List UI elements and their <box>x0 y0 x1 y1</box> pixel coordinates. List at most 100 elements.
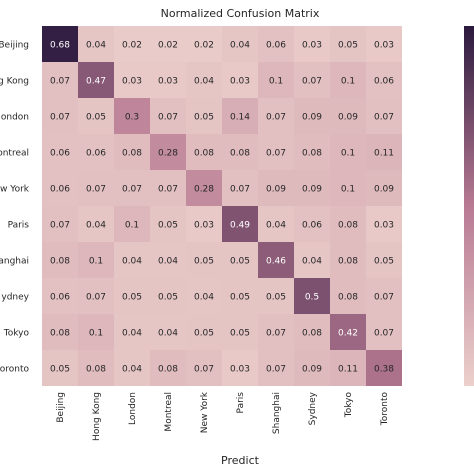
y-tick-label: ew York <box>0 185 30 195</box>
y-tick-label: Paris <box>8 221 30 231</box>
x-tick-label: Shanghai <box>272 392 282 434</box>
heatmap-cell <box>222 242 258 278</box>
x-tick-label: New York <box>200 391 210 433</box>
heatmap-cell-label: 0.1 <box>341 185 355 195</box>
heatmap-cell-label: 0.04 <box>86 41 106 51</box>
heatmap-cell <box>42 314 78 350</box>
heatmap-cell <box>186 206 222 242</box>
heatmap-cell-label: 0.06 <box>266 41 286 51</box>
heatmap-cell <box>222 314 258 350</box>
heatmap-cell <box>186 62 222 98</box>
heatmap-cell <box>42 170 78 206</box>
heatmap-cell-label: 0.04 <box>194 293 214 303</box>
heatmap-cell <box>78 170 114 206</box>
heatmap-cell-label: 0.06 <box>50 149 70 159</box>
x-tick-label: Paris <box>236 392 246 414</box>
heatmap-cell <box>150 242 186 278</box>
x-tick-label: London <box>128 392 138 425</box>
heatmap-cell-label: 0.08 <box>230 149 250 159</box>
x-tick-label: Toronto <box>380 392 390 427</box>
heatmap-cell <box>186 170 222 206</box>
heatmap-cell-label: 0.07 <box>266 365 286 375</box>
y-tick-label: oronto <box>0 365 29 375</box>
heatmap-cell <box>222 134 258 170</box>
heatmap-cell <box>330 206 366 242</box>
heatmap-cell <box>258 242 294 278</box>
heatmap-cell-label: 0.08 <box>338 257 358 267</box>
heatmap-cell-label: 0.05 <box>50 365 70 375</box>
heatmap-cell-label: 0.07 <box>266 149 286 159</box>
heatmap-cell-label: 0.09 <box>266 185 286 195</box>
heatmap-cell-label: 0.08 <box>158 365 178 375</box>
heatmap-cell-label: 0.07 <box>302 77 322 87</box>
heatmap-cell-label: 0.1 <box>89 257 103 267</box>
heatmap-cell <box>150 170 186 206</box>
heatmap-cell <box>114 170 150 206</box>
heatmap-cell <box>366 170 402 206</box>
heatmap-cell <box>114 278 150 314</box>
heatmap-cell <box>222 98 258 134</box>
heatmap-cell-label: 0.07 <box>86 293 106 303</box>
heatmap-cell-label: 0.08 <box>338 293 358 303</box>
x-tick-label: Sydney <box>308 391 318 425</box>
heatmap-cell-label: 0.04 <box>122 329 142 339</box>
heatmap-cell <box>114 206 150 242</box>
heatmap-cell <box>258 314 294 350</box>
heatmap-cell <box>330 134 366 170</box>
heatmap-cell-label: 0.09 <box>338 113 358 123</box>
heatmap-cell-label: 0.09 <box>302 113 322 123</box>
heatmap-cell <box>150 206 186 242</box>
heatmap-cell <box>330 350 366 386</box>
heatmap-cell <box>78 26 114 62</box>
heatmap-cell-label: 0.04 <box>158 257 178 267</box>
heatmap-cell-label: 0.05 <box>194 257 214 267</box>
heatmap-cell <box>42 206 78 242</box>
heatmap-cell <box>222 206 258 242</box>
heatmap-cell-label: 0.46 <box>266 257 286 267</box>
heatmap-cell-label: 0.07 <box>374 293 394 303</box>
heatmap-cell-label: 0.07 <box>266 113 286 123</box>
heatmap-cell <box>42 26 78 62</box>
heatmap-cell-label: 0.07 <box>50 221 70 231</box>
heatmap-cell <box>294 278 330 314</box>
heatmap-cell <box>294 242 330 278</box>
heatmap-cell <box>150 134 186 170</box>
heatmap-cell-label: 0.11 <box>374 149 394 159</box>
heatmap-cell-label: 0.1 <box>125 221 139 231</box>
heatmap-cell-label: 0.06 <box>86 149 106 159</box>
heatmap-cell-label: 0.07 <box>374 329 394 339</box>
heatmap-cell <box>366 242 402 278</box>
heatmap-cell <box>150 26 186 62</box>
heatmap-cell <box>330 242 366 278</box>
heatmap-cell <box>114 314 150 350</box>
heatmap-cell <box>258 26 294 62</box>
heatmap-cell <box>78 242 114 278</box>
chart-title: Normalized Confusion Matrix <box>161 7 320 20</box>
heatmap-cell-label: 0.04 <box>194 77 214 87</box>
heatmap-cell-label: 0.08 <box>50 257 70 267</box>
heatmap-cell <box>294 206 330 242</box>
heatmap-cell-label: 0.05 <box>266 293 286 303</box>
heatmap-cell-label: 0.05 <box>158 293 178 303</box>
heatmap-cell-label: 0.07 <box>194 365 214 375</box>
heatmap-cell-label: 0.1 <box>341 77 355 87</box>
x-tick-label: Montreal <box>164 392 174 432</box>
heatmap-cell-label: 0.08 <box>302 149 322 159</box>
heatmap-cell <box>114 62 150 98</box>
heatmap-cell <box>366 26 402 62</box>
heatmap-cell-label: 0.07 <box>50 113 70 123</box>
heatmap-cell-label: 0.04 <box>266 221 286 231</box>
heatmap-cell <box>186 314 222 350</box>
heatmap-cell <box>294 314 330 350</box>
heatmap-cell <box>150 278 186 314</box>
heatmap-cell-label: 0.04 <box>86 221 106 231</box>
heatmap-cell <box>330 170 366 206</box>
heatmap-cell-label: 0.08 <box>86 365 106 375</box>
heatmap-cell <box>366 62 402 98</box>
heatmap-cell <box>78 278 114 314</box>
heatmap-cell <box>330 98 366 134</box>
heatmap-cell-label: 0.38 <box>374 365 394 375</box>
heatmap-cell <box>258 206 294 242</box>
colorbar-gradient <box>464 26 474 386</box>
heatmap-cell <box>114 134 150 170</box>
